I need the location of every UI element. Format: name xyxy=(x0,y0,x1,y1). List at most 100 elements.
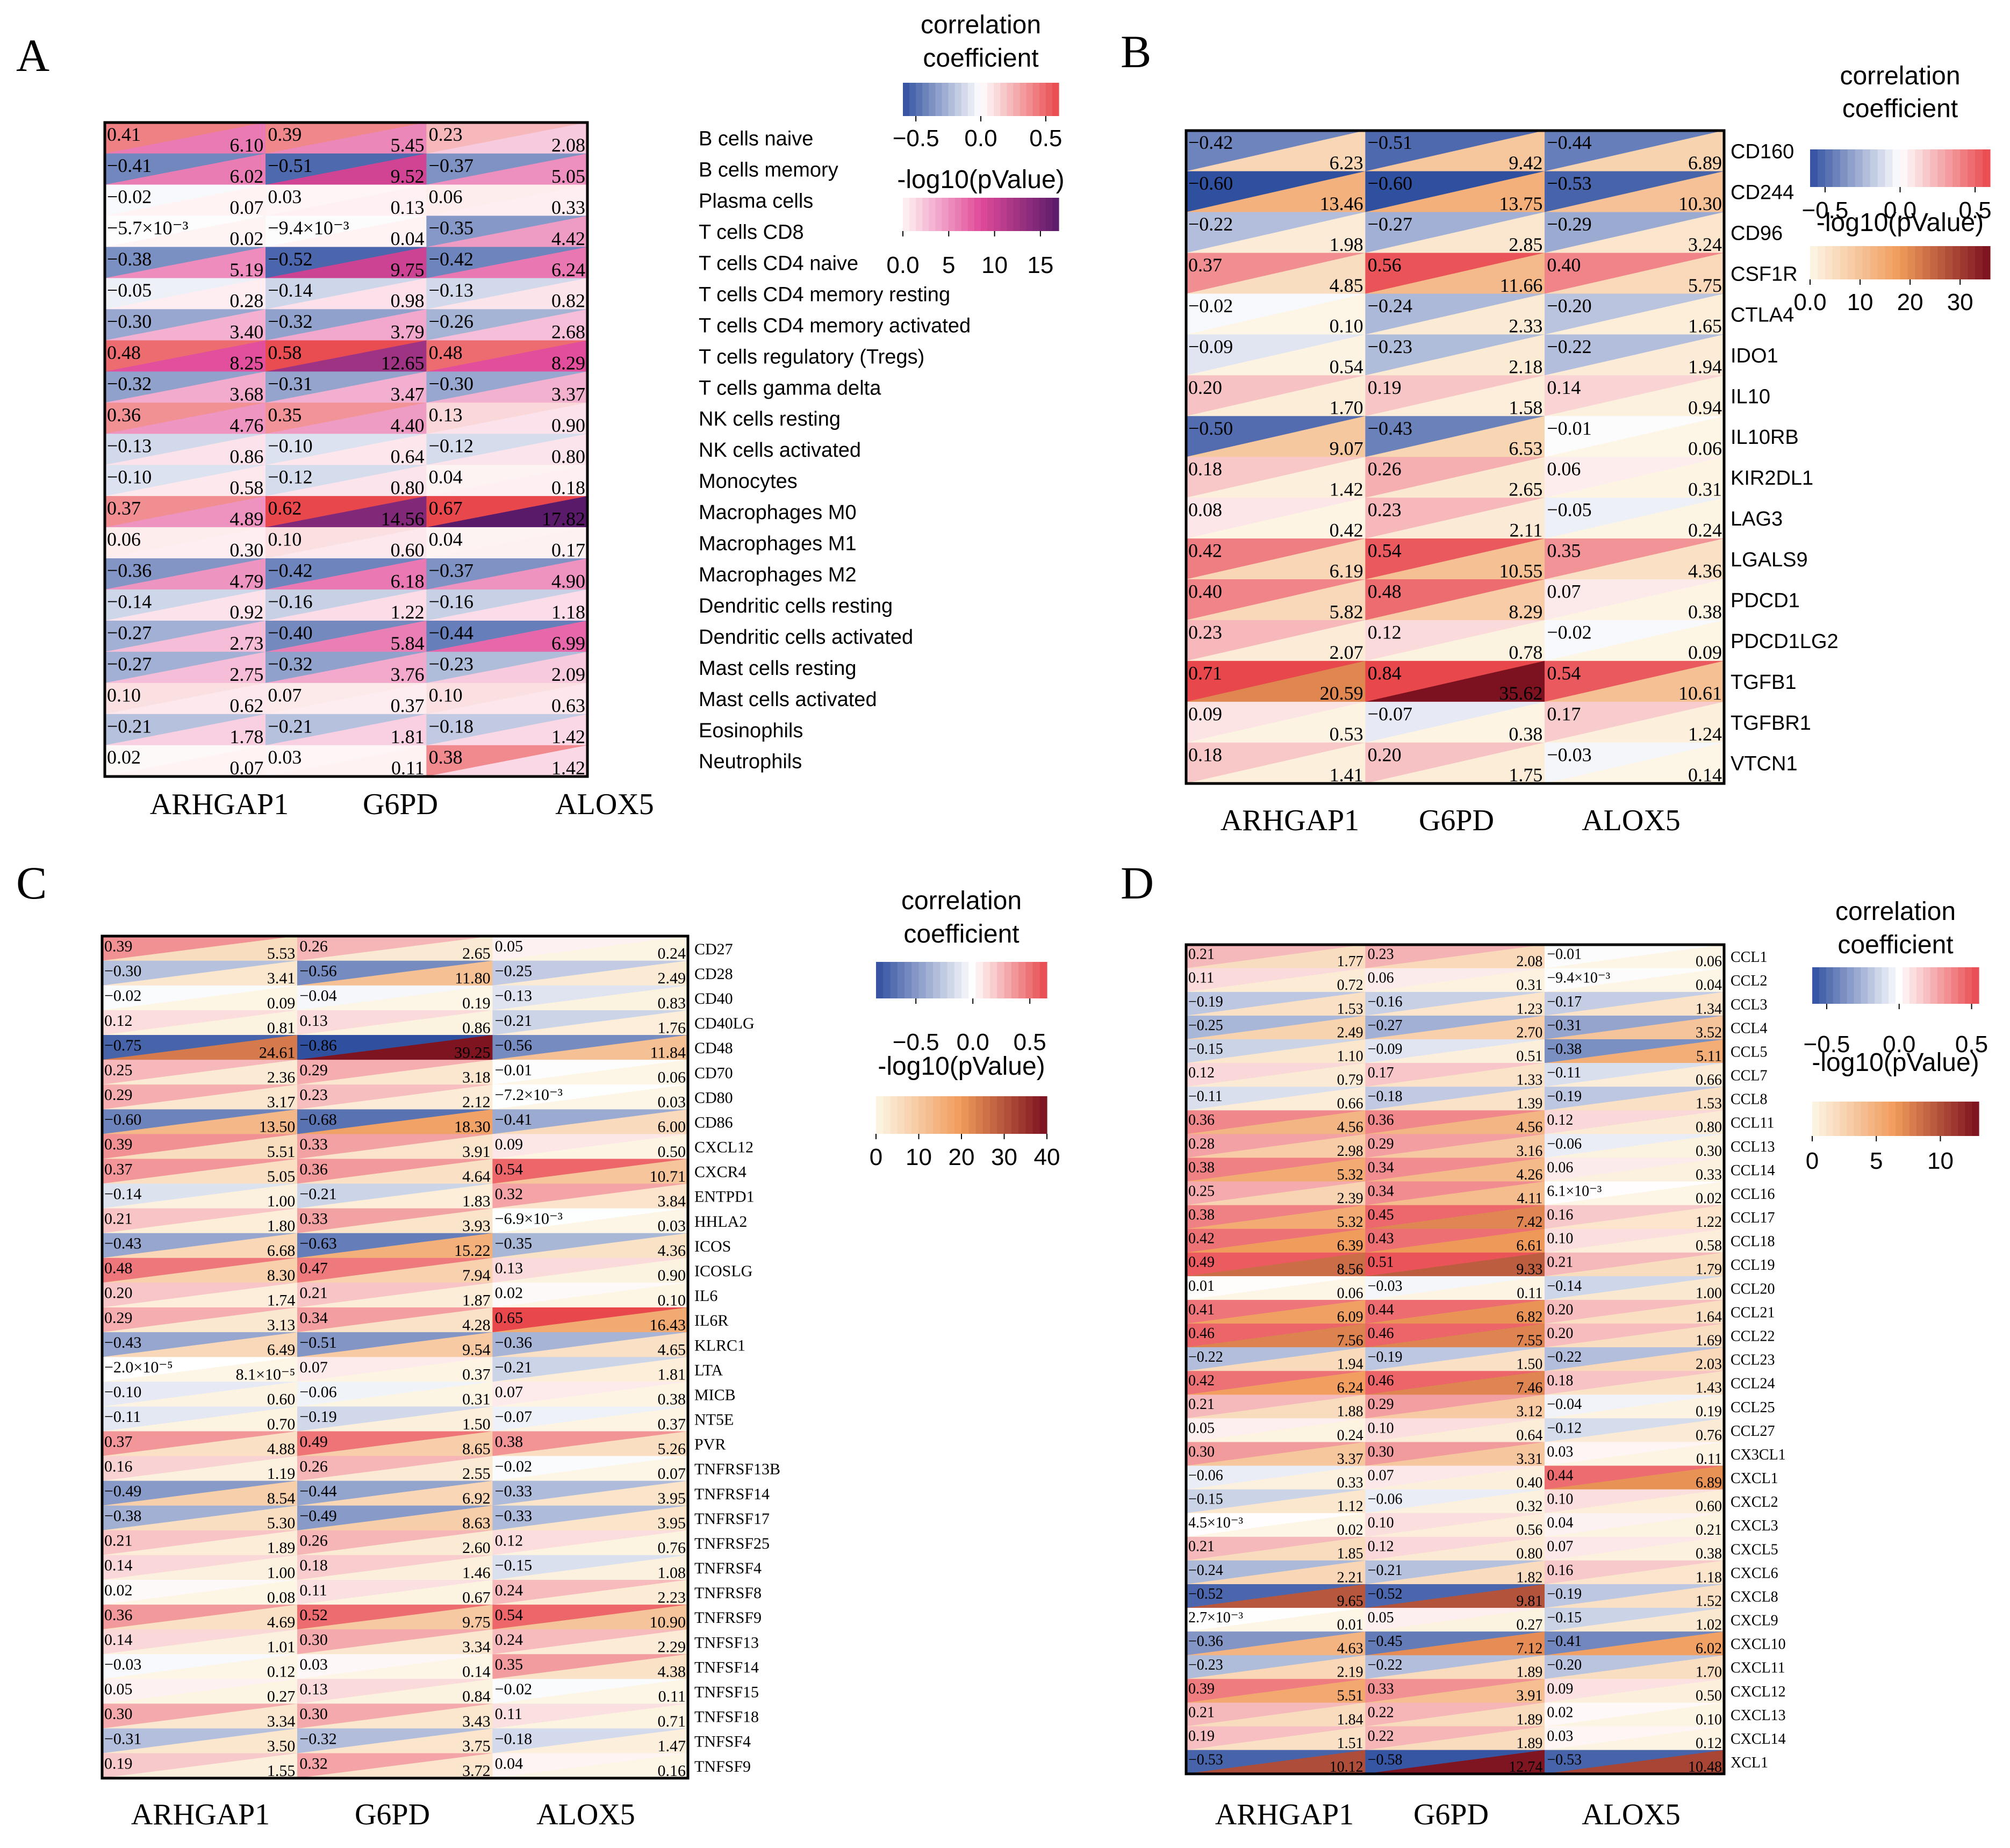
pvalue-value: 6.23 xyxy=(1330,152,1363,174)
corr-value: 0.51 xyxy=(1368,1254,1394,1271)
row-label: TNFRSF14 xyxy=(694,1485,770,1503)
corr-legend-swatch xyxy=(1896,967,1903,1004)
legend-p-title: -log10(pValue) xyxy=(897,166,1064,194)
corr-value: 0.45 xyxy=(1368,1207,1394,1224)
corr-legend-swatch xyxy=(1885,149,1893,187)
legend-corr-title: coefficient xyxy=(923,44,1038,73)
p-legend-swatch xyxy=(987,198,994,231)
corr-legend-swatch xyxy=(1907,149,1916,187)
pvalue-value: 2.19 xyxy=(1337,1664,1363,1681)
p-legend-swatch xyxy=(1907,246,1916,279)
corr-legend-swatch xyxy=(1817,149,1826,187)
p-legend-swatch xyxy=(1937,246,1946,279)
corr-value: 0.21 xyxy=(1547,1254,1573,1271)
corr-value: −0.06 xyxy=(1188,1467,1223,1484)
pvalue-value: 0.80 xyxy=(1516,1545,1542,1562)
corr-legend-swatch xyxy=(1972,967,1979,1004)
pvalue-value: 3.16 xyxy=(1516,1143,1542,1160)
p-legend-swatch xyxy=(1039,198,1046,231)
corr-value: −0.23 xyxy=(1368,336,1412,357)
pvalue-value: 4.79 xyxy=(229,570,263,592)
corr-value: −0.15 xyxy=(1188,1491,1223,1508)
pvalue-value: 9.54 xyxy=(462,1341,491,1359)
p-legend-tick-label: 10 xyxy=(906,1144,932,1170)
corr-value: −0.29 xyxy=(1547,213,1591,235)
row-label: CD244 xyxy=(1731,182,1794,204)
p-legend-swatch xyxy=(1868,1102,1875,1136)
p-legend-swatch xyxy=(982,1096,990,1134)
corr-legend-swatch xyxy=(1833,967,1841,1004)
row-label: CX3CL1 xyxy=(1731,1447,1786,1463)
corr-value: 0.07 xyxy=(1547,1538,1573,1555)
pvalue-value: 0.53 xyxy=(1330,723,1363,745)
corr-value: 0.12 xyxy=(495,1532,523,1550)
pvalue-value: 9.07 xyxy=(1330,438,1363,459)
row-label: CCL4 xyxy=(1731,1020,1767,1037)
corr-value: 0.41 xyxy=(1188,1301,1215,1318)
p-legend-swatch xyxy=(1983,246,1991,279)
corr-value: 0.24 xyxy=(495,1581,523,1599)
pvalue-value: 2.85 xyxy=(1509,234,1542,255)
pvalue-value: 2.07 xyxy=(1330,642,1363,663)
pvalue-value: 2.55 xyxy=(462,1465,491,1483)
corr-value: −0.43 xyxy=(104,1235,141,1253)
pvalue-value: 1.53 xyxy=(1337,1001,1363,1017)
corr-value: 0.03 xyxy=(1547,1728,1573,1744)
p-legend-swatch xyxy=(1960,246,1968,279)
corr-legend-swatch xyxy=(883,962,891,998)
corr-value: 0.42 xyxy=(1188,1231,1215,1247)
pvalue-value: 8.54 xyxy=(267,1490,296,1507)
row-label: CCL2 xyxy=(1731,973,1767,989)
corr-legend-swatch xyxy=(909,83,916,116)
column-label: G6PD xyxy=(1413,1798,1489,1831)
corr-value: 0.23 xyxy=(299,1086,328,1104)
pvalue-value: 4.76 xyxy=(229,415,263,436)
corr-value: 0.40 xyxy=(1188,581,1222,602)
pvalue-value: 1.22 xyxy=(391,601,425,623)
row-label: CD70 xyxy=(694,1064,733,1082)
row-label: Macrophages M0 xyxy=(699,501,857,524)
row-label: CXCL8 xyxy=(1731,1588,1778,1605)
corr-value: −0.38 xyxy=(1547,1041,1582,1058)
p-legend-swatch xyxy=(933,1096,941,1134)
pvalue-value: 0.11 xyxy=(658,1688,686,1706)
pvalue-value: 0.60 xyxy=(1696,1498,1722,1515)
pvalue-value: 5.51 xyxy=(267,1143,296,1161)
corr-value: −0.51 xyxy=(299,1334,336,1351)
corr-value: 0.05 xyxy=(495,938,523,955)
corr-legend-swatch xyxy=(1965,967,1972,1004)
p-legend-swatch xyxy=(1922,246,1930,279)
p-legend-swatch xyxy=(1900,246,1908,279)
p-legend-swatch xyxy=(897,1096,905,1134)
corr-value: 0.56 xyxy=(1368,254,1402,276)
corr-value: −0.35 xyxy=(429,217,473,239)
corr-value: 0.06 xyxy=(107,529,141,550)
pvalue-value: 2.18 xyxy=(1509,356,1542,378)
pvalue-value: 7.94 xyxy=(462,1267,491,1284)
corr-value: 0.05 xyxy=(104,1680,133,1698)
pvalue-value: 1.89 xyxy=(1516,1712,1542,1728)
corr-value: 0.43 xyxy=(1368,1231,1394,1247)
p-legend-swatch xyxy=(916,198,923,231)
pvalue-value: 0.86 xyxy=(462,1019,491,1037)
corr-value: −0.19 xyxy=(299,1408,336,1426)
heatmap-grid: 0.21 1.77 0.23 2.08 −0.01 0.06 0.11 0.72 0.06 0.3… xyxy=(1186,944,1725,1775)
corr-value: 0.04 xyxy=(495,1754,523,1772)
pvalue-value: 1.47 xyxy=(658,1737,686,1755)
heatmap-border xyxy=(1185,943,1726,1775)
corr-legend-swatch xyxy=(1847,149,1856,187)
corr-value: −0.86 xyxy=(299,1037,336,1054)
corr-legend-swatch xyxy=(1930,967,1938,1004)
row-label: IL6 xyxy=(694,1287,717,1305)
corr-value: 0.37 xyxy=(104,1433,133,1450)
corr-legend-swatch xyxy=(1945,149,1953,187)
pvalue-value: 1.00 xyxy=(1696,1285,1722,1301)
pvalue-value: 10.30 xyxy=(1678,193,1722,214)
corr-legend-swatch xyxy=(1039,962,1047,998)
corr-value: 0.21 xyxy=(1188,1704,1215,1721)
corr-legend-swatch xyxy=(1952,149,1961,187)
pvalue-value: 1.80 xyxy=(267,1217,296,1235)
p-legend-swatch xyxy=(1882,1102,1889,1136)
corr-legend-swatch xyxy=(961,962,969,998)
p-legend-swatch xyxy=(1025,1096,1033,1134)
